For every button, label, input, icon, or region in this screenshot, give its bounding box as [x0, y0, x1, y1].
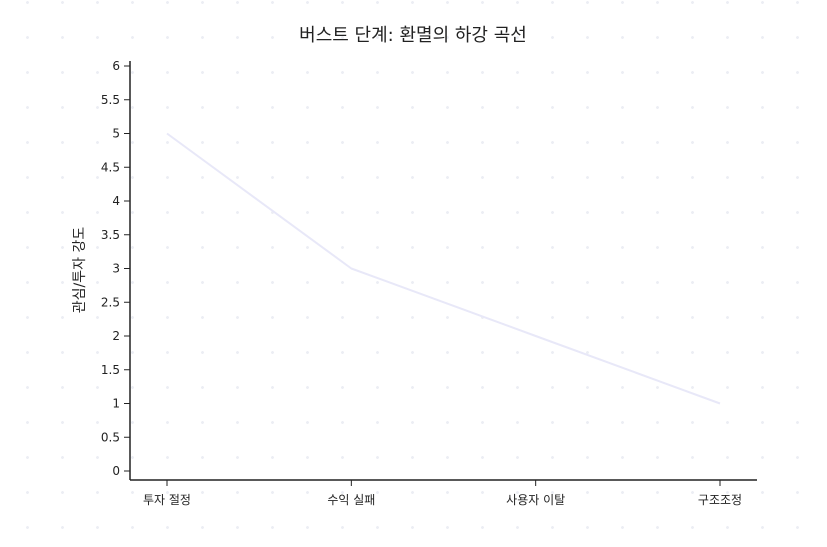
- y-tick-label: 0.5: [101, 430, 120, 444]
- y-tick-label: 5: [112, 127, 120, 141]
- y-tick-label: 3.5: [101, 228, 120, 242]
- chart-title: 버스트 단계: 환멸의 하강 곡선: [299, 25, 527, 46]
- y-tick-label: 4: [112, 194, 120, 208]
- series-line: [166, 132, 721, 405]
- y-tick-label: 4.5: [101, 160, 120, 174]
- x-axis: 투자 절정 수익 실패 사용자 이탈 구조조정: [130, 479, 757, 507]
- y-tick-label: 1: [112, 397, 120, 411]
- y-tick-label: 2.5: [101, 295, 120, 309]
- plot-area: [166, 132, 721, 405]
- x-tick-label: 사용자 이탈: [506, 493, 565, 507]
- y-tick-label: 6: [112, 59, 120, 73]
- y-axis: 0 0.5 1 1.5 2 2.5 3 3.5 4 4.5 5 5.5 6: [101, 59, 131, 480]
- y-tick-label: 0: [112, 464, 120, 478]
- x-tick-label: 투자 절정: [143, 493, 191, 507]
- y-tick-label: 1.5: [101, 363, 120, 377]
- y-tick-label: 5.5: [101, 93, 120, 107]
- y-tick-label: 2: [112, 329, 120, 343]
- y-axis-title: 관심/투자 강도: [72, 227, 88, 314]
- x-tick-label: 구조조정: [698, 493, 742, 507]
- y-tick-label: 3: [112, 262, 120, 276]
- x-tick-label: 수익 실패: [327, 493, 375, 507]
